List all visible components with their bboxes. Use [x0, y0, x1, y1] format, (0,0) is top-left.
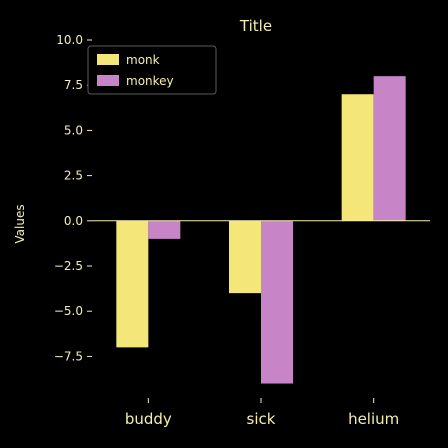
y-tick-label: 5.0 — [64, 123, 83, 137]
legend-swatch-monk — [97, 54, 119, 65]
chart-title: Title — [239, 17, 272, 35]
y-axis-title: Values — [13, 204, 27, 243]
legend-label-monk: monk — [126, 53, 160, 67]
y-tick-label: 10.0 — [56, 33, 83, 47]
legend-frame — [87, 45, 217, 95]
y-axis-ticks: −7.5 −5.0 −2.5 0.0 2.5 5.0 7.5 10.0 — [54, 33, 92, 363]
bar-buddy-monk — [116, 220, 149, 348]
bar-helium-monk — [341, 94, 374, 221]
x-tick-label-helium: helium — [348, 410, 399, 428]
x-tick-label-buddy: buddy — [125, 410, 172, 428]
legend: monk monkey — [87, 45, 217, 95]
y-tick-label: −2.5 — [54, 259, 83, 273]
y-tick-label: −7.5 — [54, 349, 83, 363]
bar-sick-monkey — [261, 220, 293, 384]
y-tick-label: −5.0 — [54, 304, 83, 318]
bar-helium-monkey — [373, 76, 406, 221]
bar-buddy-monkey — [148, 220, 181, 239]
bar-sick-monk — [229, 220, 261, 294]
y-tick-label: 7.5 — [64, 78, 83, 92]
y-tick-label: 2.5 — [64, 169, 83, 183]
bars — [116, 76, 406, 384]
legend-swatch-monkey — [97, 75, 119, 86]
x-tick-label-sick: sick — [247, 410, 276, 428]
x-axis-ticks: buddy sick helium — [125, 398, 399, 428]
y-tick-label: 0.0 — [64, 214, 83, 228]
legend-label-monkey: monkey — [126, 74, 174, 88]
